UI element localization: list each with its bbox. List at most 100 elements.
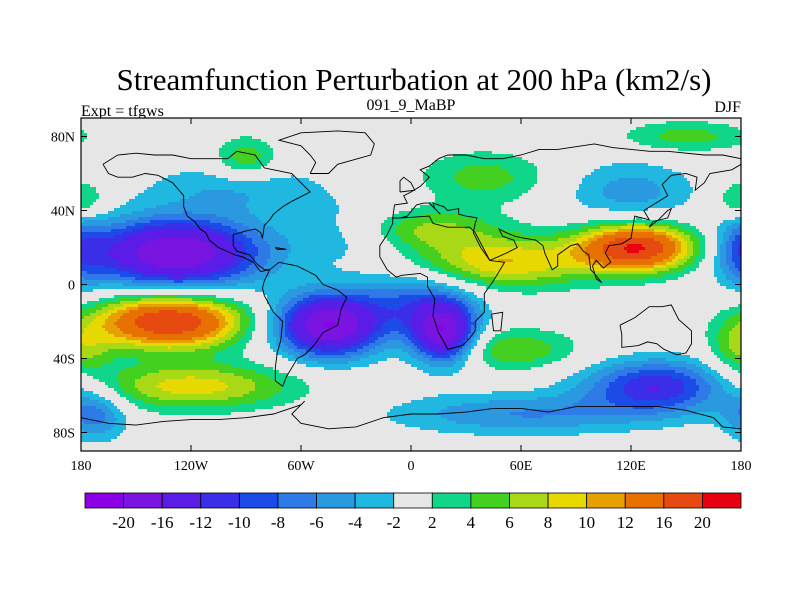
contour-cell	[603, 250, 628, 254]
contour-cell	[417, 340, 424, 344]
contour-cell	[462, 355, 469, 359]
contour-cell	[738, 247, 741, 251]
contour-cell	[696, 268, 715, 272]
contour-cell	[420, 349, 430, 353]
contour-cell	[666, 358, 700, 362]
contour-cell	[465, 343, 469, 347]
contour-cell	[723, 268, 730, 272]
contour-cell	[396, 232, 415, 236]
contour-cell	[285, 334, 292, 338]
contour-cell	[147, 187, 325, 191]
contour-cell	[666, 121, 709, 125]
contour-cell	[423, 175, 454, 179]
contour-cell	[96, 214, 121, 218]
contour-cell	[222, 229, 238, 233]
contour-cell	[402, 403, 463, 407]
contour-cell	[420, 298, 445, 302]
contour-cell	[246, 346, 271, 350]
contour-cell	[138, 316, 199, 320]
contour-cell	[684, 388, 700, 392]
contour-cell	[387, 238, 403, 242]
contour-cell	[687, 241, 694, 245]
contour-cell	[666, 262, 676, 266]
contour-cell	[282, 313, 286, 317]
contour-cell	[513, 259, 577, 263]
contour-cell	[231, 241, 244, 245]
contour-cell	[378, 337, 409, 341]
contour-cell	[645, 277, 679, 281]
contour-cell	[210, 226, 232, 230]
contour-cell	[378, 361, 406, 365]
contour-cell	[423, 355, 433, 359]
contour-cell	[606, 253, 658, 257]
contour-cell	[222, 157, 235, 161]
contour-cell	[372, 334, 385, 338]
contour-cell	[186, 277, 220, 281]
contour-cell	[225, 319, 235, 323]
contour-cell	[81, 220, 85, 224]
contour-cell	[261, 154, 274, 158]
contour-cell	[120, 382, 136, 386]
contour-cell	[306, 394, 439, 398]
contour-cell	[126, 427, 421, 431]
contour-cell	[219, 331, 229, 335]
contour-cell	[210, 346, 229, 350]
contour-cell	[93, 202, 127, 206]
colorbar-box	[663, 492, 703, 509]
contour-cell	[648, 388, 661, 392]
contour-cell	[240, 316, 250, 320]
contour-cell	[558, 238, 577, 242]
contour-cell	[222, 349, 244, 353]
contour-cell	[222, 145, 271, 149]
colorbar-label: 12	[617, 513, 634, 532]
contour-cell	[465, 289, 499, 293]
contour-cell	[528, 160, 741, 164]
contour-cell	[195, 349, 223, 353]
contour-cell	[594, 385, 610, 389]
coastline	[648, 207, 673, 228]
contour-cell	[522, 232, 556, 236]
contour-cell	[576, 385, 595, 389]
contour-cell	[243, 241, 253, 245]
contour-cell	[693, 262, 700, 266]
contour-cell	[348, 334, 367, 338]
contour-cell	[252, 337, 268, 341]
contour-cell	[108, 211, 133, 215]
contour-cell	[138, 388, 163, 392]
contour-cell	[390, 241, 406, 245]
contour-cell	[732, 367, 741, 371]
contour-cell	[213, 313, 223, 317]
contour-cell	[102, 421, 115, 425]
contour-cell	[267, 310, 277, 314]
contour-cell	[81, 163, 226, 167]
contour-cell	[720, 349, 733, 353]
contour-cell	[420, 343, 427, 347]
contour-cell	[483, 355, 493, 359]
contour-cell	[345, 241, 391, 245]
contour-cell	[480, 274, 562, 278]
contour-cell	[387, 340, 403, 344]
contour-cell	[444, 325, 457, 329]
contour-cell	[126, 391, 142, 395]
contour-cell	[396, 316, 412, 320]
contour-cell	[291, 244, 349, 248]
contour-cell	[156, 265, 196, 269]
contour-cell	[684, 202, 727, 206]
contour-cell	[456, 361, 466, 365]
x-tick-label: 0	[408, 459, 415, 474]
contour-cell	[246, 250, 259, 254]
contour-cell	[210, 244, 235, 248]
contour-cell	[534, 184, 580, 188]
contour-cell	[726, 244, 733, 248]
contour-cell	[453, 271, 472, 275]
contour-cell	[252, 334, 268, 338]
contour-cell	[321, 301, 349, 305]
contour-cell	[546, 268, 592, 272]
contour-cell	[120, 409, 148, 413]
contour-cell	[678, 229, 691, 233]
contour-cell	[693, 241, 700, 245]
contour-cell	[225, 382, 256, 386]
contour-cell	[402, 220, 484, 224]
contour-cell	[702, 259, 715, 263]
contour-cell	[141, 244, 211, 248]
